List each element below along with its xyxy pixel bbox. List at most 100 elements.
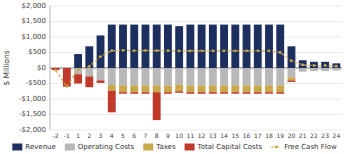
bar [153,85,161,92]
bar [108,85,116,91]
bar [119,92,127,94]
bar [254,92,262,94]
bar [310,61,318,62]
bar [310,68,318,71]
x-tick-label: 14 [220,132,228,139]
line-marker [279,51,282,54]
x-tick-label: 10 [175,132,183,139]
x-tick-label: 22 [310,132,318,139]
bar [63,68,71,87]
y-tick-label: $0 [37,64,46,72]
line-marker [245,49,248,52]
bar [288,46,296,68]
bar [74,54,82,55]
chart: RevenueOperating CostsTaxesTotal Capital… [0,0,350,154]
line-series [54,49,338,88]
bar [119,85,127,92]
bar [108,68,116,85]
bar [153,92,161,120]
x-tick-label: 13 [209,132,217,139]
bar-series [52,68,296,120]
line-marker [335,65,338,68]
bar [321,62,329,68]
bar [220,68,228,85]
y-tick-label: $1,500 [22,17,47,25]
bar [209,68,217,85]
bar [243,85,251,92]
bar [186,68,194,85]
bar [186,85,194,92]
axes: -$2,000-$1,500-$1,000-$500$0$500$1,000$1… [2,2,340,139]
x-tick-label: 9 [166,132,170,139]
grid-line [50,37,342,38]
bar [164,92,172,94]
y-tick-label: $2,000 [22,2,47,10]
x-tick-label: 16 [243,132,251,139]
legend-item: Free Cash Flow [271,143,337,151]
legend-label: Operating Costs [78,143,135,151]
bar [254,68,262,85]
bar [265,68,273,85]
legend-swatch [143,144,153,151]
bar [265,25,273,68]
bar [321,61,329,62]
grid [50,6,342,130]
legend-label: Total Capital Costs [197,143,263,151]
x-tick-label: 20 [288,132,296,139]
bar [198,92,206,94]
y-tick-label: -$2,000 [19,126,46,134]
line-marker [256,49,259,52]
bar [175,68,183,85]
legend: RevenueOperating CostsTaxesTotal Capital… [12,143,337,151]
x-tick-label: 5 [121,132,125,139]
bar [231,85,239,92]
line-marker [110,49,113,52]
bar [265,85,273,92]
line-marker [54,69,57,72]
bar [108,25,116,68]
x-tick-label: 2 [87,132,91,139]
bar [164,68,172,85]
bar [97,35,105,36]
grid-line [50,6,342,7]
bar [231,68,239,85]
line-marker [167,49,170,52]
bar [299,60,307,61]
bar [198,85,206,92]
bar [130,85,138,92]
bar [209,92,217,94]
bar [299,60,307,61]
bar [198,25,206,68]
x-tick-label: 17 [254,132,262,139]
line [56,50,337,86]
bar [220,92,228,94]
bar [220,85,228,92]
x-tick-label: 6 [132,132,136,139]
bar [265,92,273,94]
y-tick-label: -$500 [26,79,46,87]
bar [231,92,239,94]
line-marker [178,50,181,53]
x-tick-label: 23 [321,132,329,139]
bar [175,85,183,92]
bar [276,68,284,85]
bar [299,68,307,72]
legend-item: Revenue [12,143,56,151]
line-marker [88,65,91,68]
grid-line [50,68,342,69]
bar [276,92,284,94]
bar [153,68,161,85]
grid-line [50,21,342,22]
line-marker [122,49,125,52]
plot-area [52,25,341,120]
x-tick-label: 24 [333,132,341,139]
bar [231,25,239,68]
bar [310,61,318,62]
x-tick-label: 4 [110,132,114,139]
bar [288,80,296,82]
bar [142,25,150,68]
bar [175,91,183,93]
x-tick-label: 11 [187,132,195,139]
x-tick-label: 12 [198,132,206,139]
bar [108,91,116,113]
